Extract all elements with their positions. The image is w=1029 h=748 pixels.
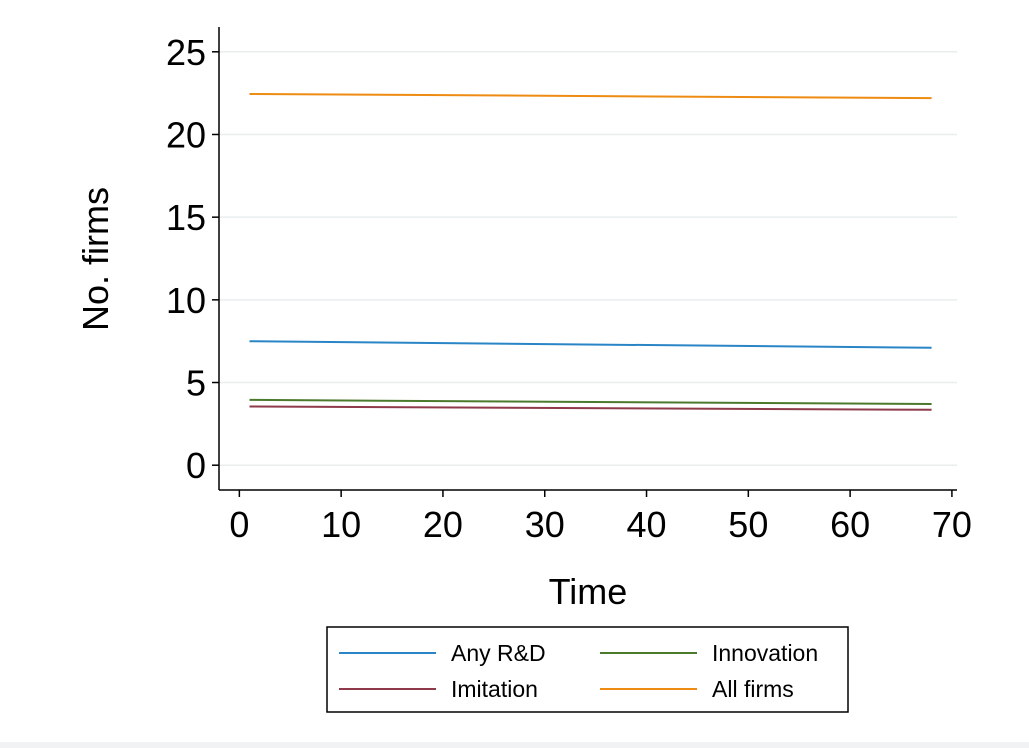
legend-label-innovation: Innovation [712,640,818,666]
x-tick-label: 0 [229,504,249,545]
x-tick-label: 40 [627,504,667,545]
bottom-strip [0,742,1029,748]
series-line-any-r-d [249,340,932,349]
y-tick-label: 25 [166,32,206,73]
legend-label-all-firms: All firms [712,676,794,702]
legend: Any R&D Innovation Imitation All firms [326,626,849,713]
y-tick-label: 20 [166,114,206,155]
y-tick-label: 5 [186,363,206,404]
x-tick-label: 20 [423,504,463,545]
y-tick-label: 0 [186,445,206,486]
y-axis-title: No. firms [75,187,116,331]
axes: 0 5 10 15 20 25 0 10 20 30 40 50 60 70 [166,27,972,545]
x-tick-label: 70 [932,504,972,545]
x-axis-title: Time [549,571,628,612]
legend-label-any-r-d: Any R&D [451,640,546,666]
x-tick-label: 10 [321,504,361,545]
legend-box [326,626,849,713]
y-tick-label: 10 [166,280,206,321]
series-lines [249,93,932,411]
grid-lines [219,51,957,466]
y-tick-label: 15 [166,197,206,238]
legend-label-imitation: Imitation [451,676,538,702]
series-line-all-firms [249,93,932,100]
x-tick-label: 50 [728,504,768,545]
x-tick-label: 30 [525,504,565,545]
x-tick-label: 60 [830,504,870,545]
series-line-innovation [249,398,932,405]
series-line-imitation [249,405,932,411]
